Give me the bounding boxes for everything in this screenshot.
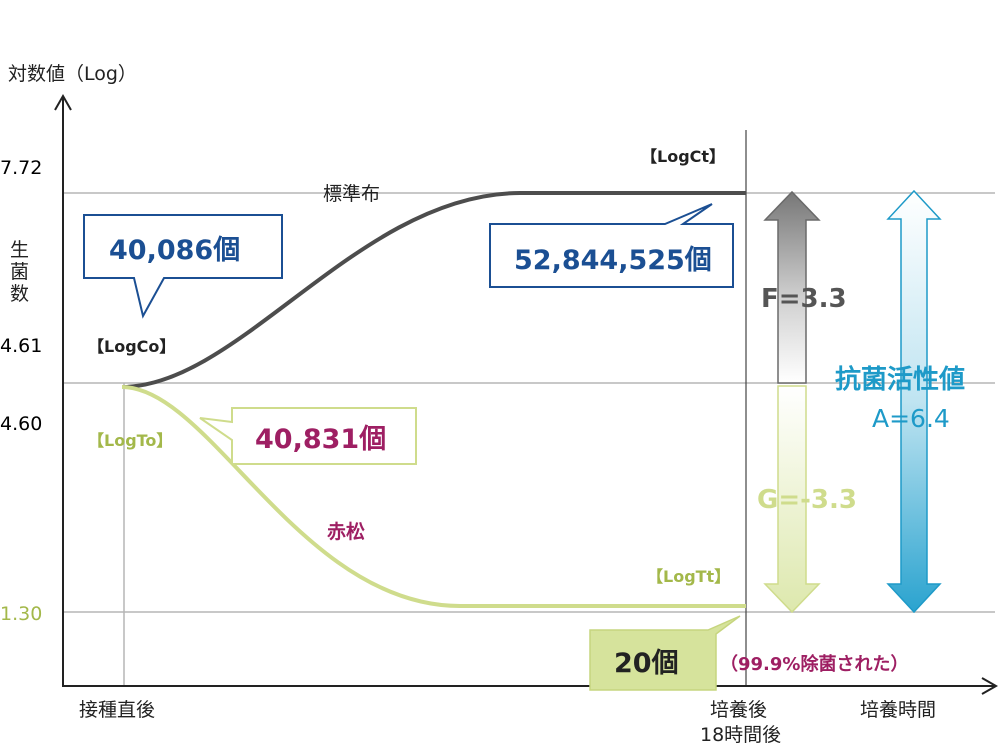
activity-value: A=6.4 — [872, 404, 950, 433]
y-axis-title: 対数値（Log） — [8, 63, 137, 85]
g-arrow — [763, 385, 821, 614]
series-line-akamatsu — [121, 385, 746, 608]
callout-ct-text: 52,844,525個 — [514, 245, 712, 276]
log-co-label: 【LogCo】 — [88, 337, 175, 356]
log-tt-label: 【LogTt】 — [647, 567, 730, 586]
f-arrow — [763, 190, 821, 384]
callout-tt — [589, 615, 741, 691]
series-line-standard — [121, 191, 746, 389]
callout-to — [199, 407, 417, 465]
removal-note: （99.9%除菌された） — [720, 653, 908, 675]
activity-arrow — [886, 189, 942, 614]
svg-text:数: 数 — [10, 283, 29, 305]
x-tick-label: 培養後 — [710, 699, 767, 721]
y-tick-label: 1.30 — [0, 603, 42, 625]
y-axis-vertical-label: 生 菌 数 — [10, 239, 29, 305]
log-to-label: 【LogTo】 — [88, 431, 172, 450]
y-tick-label: 7.72 — [0, 157, 42, 179]
g-value-label: G=-3.3 — [757, 485, 857, 515]
y-tick-label: 4.60 — [0, 413, 42, 435]
callout-ct — [489, 203, 734, 288]
y-tick-label: 4.61 — [0, 335, 42, 357]
activity-title: 抗菌活性値 — [835, 364, 965, 395]
log-ct-label: 【LogCt】 — [641, 147, 725, 166]
x-tick-label: 接種直後 — [79, 699, 155, 721]
callout-tt-text: 20個 — [614, 648, 679, 679]
x-axis-title: 培養時間 — [860, 699, 936, 721]
callout-to-text: 40,831個 — [255, 424, 386, 455]
svg-text:生: 生 — [10, 239, 29, 261]
callout-co-text: 40,086個 — [109, 235, 240, 266]
f-value-label: F=3.3 — [761, 284, 847, 314]
svg-text:菌: 菌 — [10, 261, 29, 283]
series-label-standard: 標準布 — [323, 183, 380, 205]
y-axis-arrow — [54, 93, 72, 111]
x-axis-arrow — [981, 677, 999, 695]
callout-co — [83, 214, 283, 319]
x-tick-label: 18時間後 — [700, 724, 781, 746]
series-label-akamatsu: 赤松 — [327, 520, 365, 543]
